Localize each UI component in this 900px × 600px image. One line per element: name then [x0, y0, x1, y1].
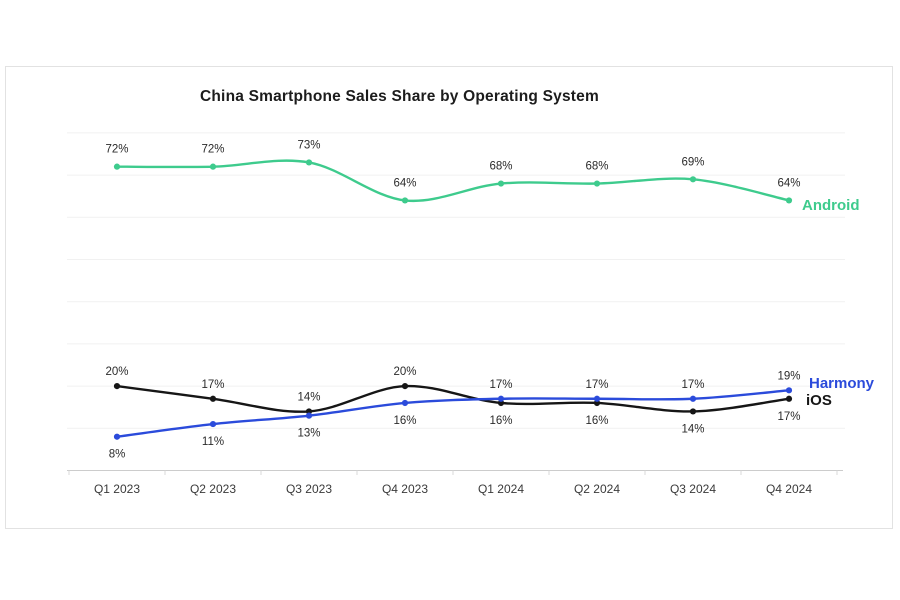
harmony-line	[115, 389, 791, 438]
series-label-ios: iOS	[806, 392, 832, 409]
chart-frame	[5, 66, 893, 529]
x-axis-label: Q1 2024	[478, 482, 524, 496]
harmony-data-point	[209, 420, 217, 428]
x-axis-label: Q4 2024	[766, 482, 812, 496]
android-data-point	[401, 197, 409, 204]
harmony-data-label: 19%	[777, 370, 800, 382]
harmony-data-label: 8%	[109, 449, 126, 461]
android-data-point	[209, 163, 217, 170]
series-label-harmony: Harmony	[809, 375, 875, 392]
harmony-data-point	[305, 412, 313, 419]
ios-data-label: 14%	[297, 391, 320, 403]
android-data-label: 73%	[297, 139, 320, 151]
android-data-label: 72%	[105, 144, 128, 156]
x-axis-label: Q1 2023	[94, 482, 140, 496]
android-data-point	[305, 159, 313, 166]
harmony-data-label: 11%	[202, 436, 224, 448]
x-axis-label: Q3 2023	[286, 482, 332, 496]
x-axis-label: Q4 2023	[382, 482, 428, 496]
ios-data-point	[785, 395, 793, 402]
harmony-data-point	[497, 395, 505, 402]
ios-data-label: 16%	[585, 415, 608, 427]
ios-line	[115, 384, 791, 413]
series-label-android: Android	[802, 197, 860, 214]
harmony-data-point	[689, 395, 697, 402]
android-line	[115, 159, 791, 203]
harmony-data-label: 16%	[393, 415, 416, 427]
x-axis-label: Q2 2024	[574, 482, 620, 496]
harmony-data-point	[785, 387, 793, 394]
android-data-point	[689, 176, 697, 183]
ios-data-label: 20%	[105, 366, 128, 378]
ios-data-point	[209, 395, 217, 402]
harmony-data-label: 13%	[297, 428, 320, 440]
android-data-point	[785, 197, 793, 204]
ios-data-label: 16%	[489, 415, 512, 427]
ios-data-point	[689, 408, 697, 415]
harmony-data-point	[113, 433, 121, 440]
ios-data-point	[113, 383, 121, 390]
x-axis-label: Q2 2023	[190, 482, 236, 496]
harmony-data-point	[593, 395, 601, 402]
harmony-data-label: 17%	[489, 379, 512, 391]
ios-data-label: 20%	[393, 366, 416, 378]
ios-data-point	[401, 383, 409, 390]
android-data-label: 68%	[585, 161, 608, 173]
harmony-data-label: 17%	[585, 379, 608, 391]
android-data-point	[113, 163, 121, 170]
chart-title: China Smartphone Sales Share by Operatin…	[200, 88, 599, 105]
ios-data-label: 17%	[777, 411, 800, 423]
android-data-label: 68%	[489, 161, 512, 173]
android-data-label: 64%	[393, 177, 416, 189]
android-data-label: 69%	[681, 156, 704, 168]
android-data-point	[497, 180, 505, 187]
harmony-data-point	[401, 399, 409, 407]
android-data-point	[593, 180, 601, 187]
x-axis-label: Q3 2024	[670, 482, 716, 496]
android-data-label: 64%	[777, 177, 800, 189]
android-data-label: 72%	[201, 144, 224, 156]
ios-data-label: 17%	[201, 379, 224, 391]
ios-data-label: 14%	[681, 423, 704, 435]
harmony-data-label: 17%	[681, 379, 704, 391]
